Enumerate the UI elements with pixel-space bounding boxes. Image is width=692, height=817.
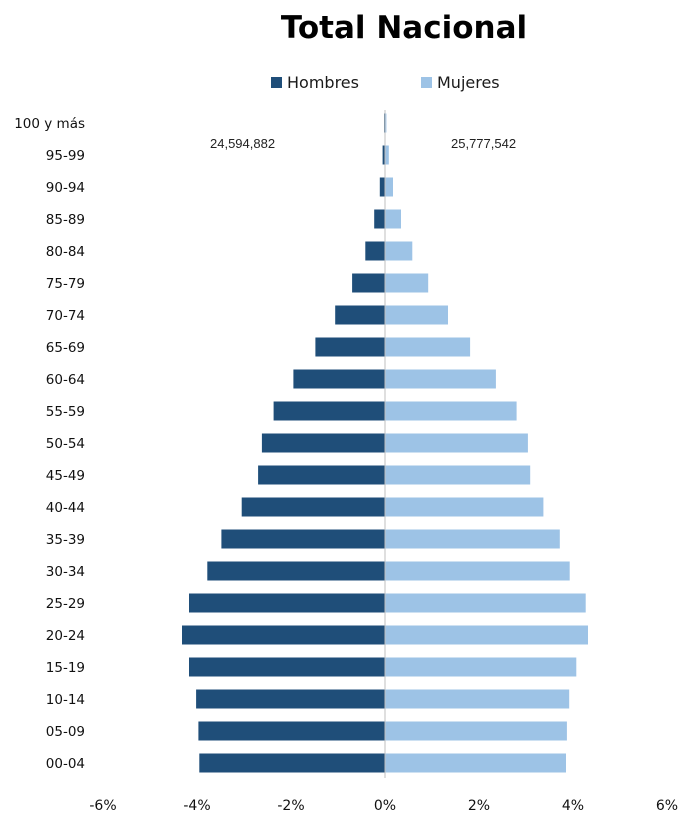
bar-hombres-65-69 [315,337,385,357]
category-label-55-59: 55-59 [46,404,85,420]
bar-hombres-70-74 [335,305,385,325]
bar-mujeres-25-29 [385,593,586,613]
category-label-40-44: 40-44 [46,500,85,516]
x-tick-label-4: -4% [183,798,210,814]
category-label-05-09: 05-09 [46,724,85,740]
bar-mujeres-10-14 [385,689,570,709]
x-tick-label-2: 2% [468,798,490,814]
category-label-10-14: 10-14 [46,692,85,708]
bar-hombres-75-79 [352,273,385,293]
bar-hombres-20-24 [182,625,385,645]
category-label-35-39: 35-39 [46,532,85,548]
x-axis-tick-labels: -6% -4% -2% 0% 2% 4% 6% [89,798,678,814]
bar-mujeres-80-84 [385,241,413,261]
bar-mujeres-65-69 [385,337,471,357]
bar-hombres-80-84 [365,241,385,261]
x-tick-label-0: 0% [374,798,396,814]
bar-mujeres-20-24 [385,625,588,645]
bar-hombres-50-54 [261,433,385,453]
bar-mujeres-40-44 [385,497,544,517]
legend-swatch-hombres [271,77,282,88]
legend: Hombres Mujeres [271,73,500,92]
bar-hombres-45-49 [258,465,385,485]
category-label-50-54: 50-54 [46,436,85,452]
x-tick-label-6: -6% [89,798,116,814]
total-mujeres-label: 25,777,542 [451,136,516,151]
category-label-60-64: 60-64 [46,372,85,388]
bar-hombres-30-34 [207,561,385,581]
bar-mujeres-15-19 [385,657,577,677]
bar-mujeres-100-y-m-s [385,113,387,133]
category-label-80-84: 80-84 [46,244,85,260]
bar-mujeres-05-09 [385,721,567,741]
category-label-65-69: 65-69 [46,340,85,356]
legend-label-hombres: Hombres [287,73,359,92]
category-label-20-24: 20-24 [46,628,85,644]
bar-hombres-00-04 [199,753,385,773]
category-label-30-34: 30-34 [46,564,85,580]
category-labels: 00-04 05-09 10-14 15-19 20-24 25-29 30-34 35-39… [14,116,85,772]
bar-mujeres-70-74 [385,305,448,325]
category-label-100-y-m-s: 100 y más [14,116,85,132]
total-hombres-label: 24,594,882 [210,136,275,151]
category-label-70-74: 70-74 [46,308,85,324]
bar-hombres-15-19 [189,657,385,677]
bar-mujeres-90-94 [385,177,393,197]
category-label-45-49: 45-49 [46,468,85,484]
category-label-85-89: 85-89 [46,212,85,228]
bar-mujeres-50-54 [385,433,528,453]
category-label-15-19: 15-19 [46,660,85,676]
chart-title: Total Nacional [281,10,527,46]
bar-mujeres-55-59 [385,401,517,421]
bar-mujeres-85-89 [385,209,401,229]
category-label-00-04: 00-04 [46,756,85,772]
bar-hombres-05-09 [198,721,385,741]
bar-hombres-90-94 [379,177,385,197]
bar-mujeres-00-04 [385,753,566,773]
bars-layer [182,113,588,773]
bar-hombres-35-39 [221,529,385,549]
legend-label-mujeres: Mujeres [437,73,500,92]
bar-hombres-40-44 [241,497,385,517]
bar-hombres-55-59 [273,401,385,421]
bar-hombres-25-29 [189,593,385,613]
bar-mujeres-35-39 [385,529,560,549]
x-tick-label-2: -2% [277,798,304,814]
x-tick-label-6: 6% [656,798,678,814]
bar-hombres-60-64 [293,369,385,389]
bar-mujeres-30-34 [385,561,570,581]
bar-mujeres-75-79 [385,273,429,293]
category-label-95-99: 95-99 [46,148,85,164]
bar-hombres-10-14 [196,689,385,709]
bar-mujeres-95-99 [385,145,389,165]
x-tick-label-4: 4% [562,798,584,814]
bar-mujeres-45-49 [385,465,531,485]
legend-swatch-mujeres [421,77,432,88]
bar-mujeres-60-64 [385,369,496,389]
category-label-90-94: 90-94 [46,180,85,196]
category-label-75-79: 75-79 [46,276,85,292]
bar-hombres-85-89 [374,209,385,229]
bar-hombres-95-99 [382,145,385,165]
category-label-25-29: 25-29 [46,596,85,612]
